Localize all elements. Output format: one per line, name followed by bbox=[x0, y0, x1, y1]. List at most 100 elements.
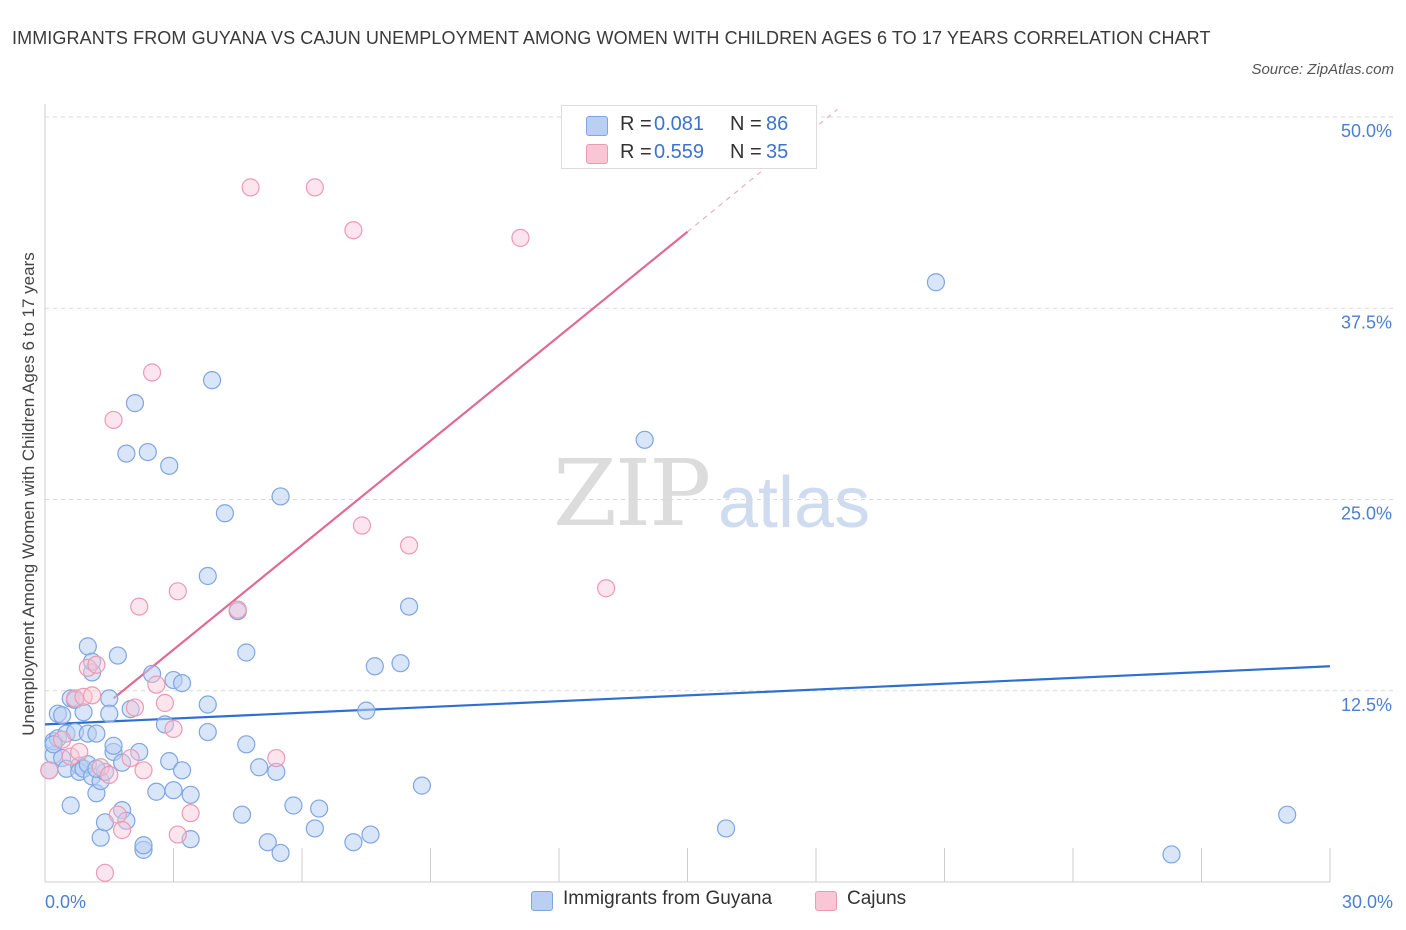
data-point-guyana bbox=[357, 701, 376, 720]
data-point-guyana bbox=[181, 785, 200, 804]
legend-r-value: 0.559 bbox=[654, 141, 705, 163]
tick-labels: 12.5% 25.0% 37.5% 50.0% 0.0% 30.0% bbox=[45, 121, 1393, 912]
data-point-cajuns bbox=[168, 582, 187, 601]
data-point-cajuns bbox=[181, 804, 200, 823]
data-point-cajuns bbox=[53, 730, 72, 749]
data-point-cajuns bbox=[241, 178, 260, 197]
data-point-cajuns bbox=[104, 410, 123, 430]
data-point-guyana bbox=[138, 442, 157, 462]
data-point-cajuns bbox=[87, 655, 106, 674]
y-tick-label: 37.5% bbox=[1341, 312, 1392, 332]
data-point-cajuns bbox=[511, 228, 530, 247]
data-point-guyana bbox=[74, 703, 93, 722]
data-point-guyana bbox=[399, 597, 419, 616]
data-point-cajuns bbox=[70, 742, 89, 762]
data-point-guyana bbox=[271, 487, 290, 506]
legend-r-value: 0.081 bbox=[654, 113, 705, 135]
data-point-guyana bbox=[202, 371, 222, 390]
data-point-guyana bbox=[172, 761, 192, 780]
data-point-cajuns bbox=[147, 675, 166, 694]
series-guyana-points bbox=[40, 273, 1297, 864]
data-point-guyana bbox=[237, 735, 256, 754]
data-point-guyana bbox=[44, 735, 63, 754]
data-point-guyana bbox=[310, 799, 329, 818]
data-point-cajuns bbox=[344, 221, 363, 240]
data-point-cajuns bbox=[100, 765, 119, 785]
data-point-guyana bbox=[198, 695, 217, 714]
data-point-guyana bbox=[1162, 845, 1181, 864]
data-point-guyana bbox=[104, 736, 123, 755]
data-point-guyana bbox=[271, 843, 290, 863]
data-point-cajuns bbox=[83, 686, 102, 705]
data-point-cajuns bbox=[40, 761, 59, 780]
data-point-guyana bbox=[215, 504, 234, 523]
data-point-guyana bbox=[926, 273, 946, 292]
data-point-cajuns bbox=[108, 805, 127, 824]
gridlines bbox=[45, 116, 1395, 692]
axes bbox=[44, 104, 1331, 883]
data-point-guyana bbox=[125, 394, 145, 413]
data-point-guyana bbox=[232, 805, 252, 824]
x-tick-label: 0.0% bbox=[45, 892, 86, 912]
data-point-guyana bbox=[61, 796, 80, 815]
data-point-guyana bbox=[635, 430, 654, 449]
legend-label-guyana: Immigrants from Guyana bbox=[563, 888, 773, 909]
legend-r-label: R = bbox=[620, 141, 652, 163]
legend-row-guyana: R = 0.081 N = 86 bbox=[562, 111, 816, 139]
y-tick-label: 12.5% bbox=[1341, 695, 1392, 715]
data-point-cajuns bbox=[134, 761, 153, 780]
data-point-cajuns bbox=[305, 178, 324, 197]
data-point-cajuns bbox=[164, 719, 183, 739]
legend-n-value: 35 bbox=[766, 141, 789, 163]
data-point-cajuns bbox=[228, 600, 247, 619]
data-point-cajuns bbox=[125, 698, 145, 717]
data-point-guyana bbox=[164, 781, 183, 800]
data-point-guyana bbox=[53, 706, 72, 725]
data-point-guyana bbox=[198, 566, 217, 586]
data-point-guyana bbox=[198, 722, 217, 742]
data-point-cajuns bbox=[597, 579, 616, 598]
data-point-guyana bbox=[284, 796, 303, 815]
data-point-guyana bbox=[1278, 805, 1297, 824]
data-point-guyana bbox=[305, 819, 324, 838]
y-tick-label: 50.0% bbox=[1341, 121, 1392, 141]
data-point-cajuns bbox=[61, 747, 80, 766]
correlation-legend: R = 0.081 N = 86 R = 0.559 N = 35 bbox=[561, 105, 817, 169]
data-point-cajuns bbox=[155, 693, 175, 713]
legend-n-value: 86 bbox=[766, 113, 789, 135]
data-point-cajuns bbox=[267, 748, 286, 768]
data-point-guyana bbox=[412, 776, 432, 795]
data-point-guyana bbox=[160, 752, 179, 771]
data-point-guyana bbox=[100, 689, 119, 708]
trend-lines bbox=[44, 108, 1331, 726]
data-point-cajuns bbox=[352, 516, 372, 535]
data-point-cajuns bbox=[95, 863, 115, 882]
data-point-cajuns bbox=[142, 363, 162, 382]
data-point-cajuns bbox=[130, 597, 149, 616]
data-point-guyana bbox=[237, 643, 256, 662]
data-point-guyana bbox=[365, 657, 384, 676]
data-point-guyana bbox=[108, 646, 127, 665]
data-point-cajuns bbox=[399, 536, 419, 555]
series-legend: Immigrants from Guyana Cajuns bbox=[0, 888, 1406, 918]
data-point-guyana bbox=[391, 654, 410, 673]
data-point-guyana bbox=[361, 825, 380, 844]
data-point-guyana bbox=[147, 782, 166, 801]
data-point-guyana bbox=[250, 758, 269, 777]
data-point-cajuns bbox=[121, 748, 140, 768]
data-point-guyana bbox=[160, 456, 179, 475]
data-point-guyana bbox=[142, 664, 162, 684]
y-axis-label: Unemployment Among Women with Children A… bbox=[19, 252, 38, 736]
data-point-guyana bbox=[155, 715, 175, 734]
trend-line-guyana bbox=[44, 665, 1331, 726]
legend-swatch-cajuns bbox=[586, 144, 608, 164]
data-point-guyana bbox=[100, 704, 119, 723]
data-point-cajuns bbox=[168, 825, 187, 844]
y-tick-label: 25.0% bbox=[1341, 504, 1392, 524]
data-point-guyana bbox=[78, 637, 97, 656]
legend-row-cajuns: R = 0.559 N = 35 bbox=[562, 139, 816, 167]
data-point-guyana bbox=[117, 444, 136, 463]
data-point-guyana bbox=[91, 828, 110, 847]
series-cajuns-points bbox=[40, 178, 616, 882]
data-point-guyana bbox=[172, 673, 192, 693]
